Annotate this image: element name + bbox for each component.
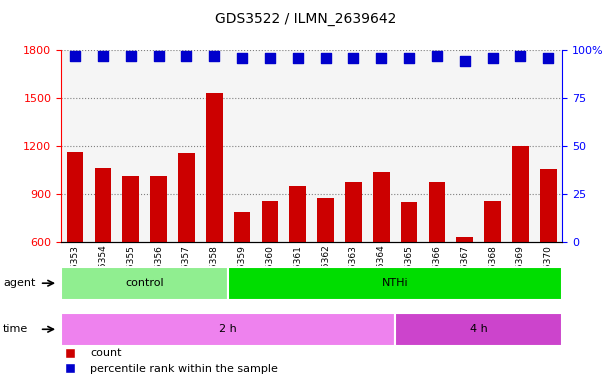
Bar <box>262 201 278 338</box>
Legend: count, percentile rank within the sample: count, percentile rank within the sample <box>54 344 282 379</box>
Point <box>181 53 191 59</box>
Bar <box>512 146 529 338</box>
Bar <box>395 313 562 346</box>
Bar <box>178 153 195 338</box>
Text: 2 h: 2 h <box>219 324 237 334</box>
Bar <box>95 168 111 338</box>
Point <box>432 53 442 59</box>
Bar <box>540 169 557 338</box>
Point <box>516 53 525 59</box>
Point <box>70 53 80 59</box>
Bar <box>456 237 473 338</box>
Point <box>404 55 414 61</box>
Bar <box>428 182 445 338</box>
Point <box>210 53 219 59</box>
Bar <box>67 152 83 338</box>
Point <box>126 53 136 59</box>
Bar <box>345 182 362 338</box>
Bar <box>373 172 390 338</box>
Bar <box>150 176 167 338</box>
Bar <box>233 212 251 338</box>
Bar <box>401 202 417 338</box>
Bar <box>122 176 139 338</box>
Point <box>543 55 553 61</box>
Bar <box>206 93 222 338</box>
Bar <box>228 267 562 300</box>
Text: agent: agent <box>3 278 35 288</box>
Text: GDS3522 / ILMN_2639642: GDS3522 / ILMN_2639642 <box>215 12 396 25</box>
Point <box>321 55 331 61</box>
Point <box>98 53 108 59</box>
Text: NTHi: NTHi <box>382 278 408 288</box>
Point <box>153 53 163 59</box>
Point <box>348 55 358 61</box>
Point <box>488 55 497 61</box>
Bar <box>61 313 395 346</box>
Point <box>460 58 470 65</box>
Point <box>237 55 247 61</box>
Text: control: control <box>125 278 164 288</box>
Text: 4 h: 4 h <box>470 324 488 334</box>
Point <box>376 55 386 61</box>
Bar <box>484 201 501 338</box>
Bar <box>290 186 306 338</box>
Point <box>265 55 275 61</box>
Text: time: time <box>3 324 28 334</box>
Bar <box>61 267 228 300</box>
Bar <box>317 198 334 338</box>
Point <box>293 55 302 61</box>
